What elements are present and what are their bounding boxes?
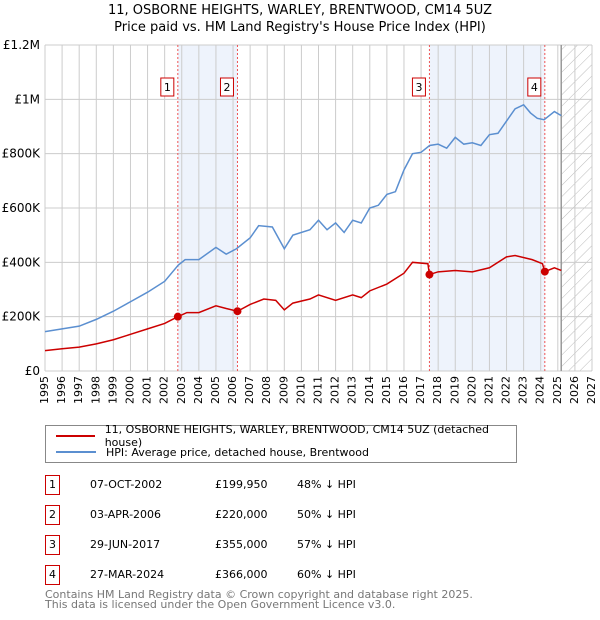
sale-price: £366,000 — [215, 568, 268, 581]
x-tick-label: 2020 — [465, 376, 478, 404]
sale-date: 03-APR-2006 — [90, 508, 162, 521]
x-tick-label: 1998 — [89, 376, 102, 404]
x-tick-label: 2023 — [517, 376, 530, 404]
sale-label: 2 — [223, 81, 230, 94]
x-tick-label: 2001 — [141, 376, 154, 404]
legend-swatch-blue — [56, 451, 96, 453]
x-tick-label: 2011 — [312, 376, 325, 404]
sale-number: 2 — [45, 505, 60, 525]
sale-point — [540, 267, 549, 276]
x-tick-label: 2012 — [329, 376, 342, 404]
sale-date: 07-OCT-2002 — [90, 478, 163, 491]
legend-swatch-red — [56, 435, 95, 437]
y-tick-label: £400K — [2, 255, 42, 269]
legend: 11, OSBORNE HEIGHTS, WARLEY, BRENTWOOD, … — [45, 423, 517, 463]
y-tick-label: £1.2M — [3, 38, 40, 52]
x-tick-label: 2000 — [123, 376, 136, 404]
sale-label: 3 — [415, 81, 422, 94]
x-tick-label: 2013 — [346, 376, 359, 404]
y-tick-label: £1M — [14, 92, 40, 106]
x-tick-label: 1997 — [72, 376, 85, 404]
x-tick-label: 2027 — [585, 376, 598, 404]
sale-point — [425, 270, 434, 279]
x-tick-label: 2008 — [260, 376, 273, 404]
sale-number: 4 — [45, 565, 60, 585]
x-tick-label: 1999 — [106, 376, 119, 404]
x-tick-label: 1996 — [55, 376, 68, 404]
x-tick-label: 2018 — [431, 376, 444, 404]
legend-label: 11, OSBORNE HEIGHTS, WARLEY, BRENTWOOD, … — [104, 423, 489, 449]
sale-number: 3 — [45, 535, 60, 555]
footer-line: Contains HM Land Registry data © Crown c… — [45, 588, 473, 601]
x-tick-label: 2002 — [158, 376, 171, 404]
x-tick-label: 1995 — [38, 376, 51, 404]
x-tick-label: 2005 — [209, 376, 222, 404]
x-tick-label: 2007 — [243, 376, 256, 404]
sale-hpi-diff: 60% ↓ HPI — [297, 568, 356, 581]
sale-label-box — [160, 77, 175, 97]
y-tick-label: £600K — [2, 201, 42, 215]
sale-date: 29-JUN-2017 — [90, 538, 161, 551]
x-tick-label: 2016 — [397, 376, 410, 404]
y-tick-label: £0 — [25, 364, 40, 378]
sale-date: 27-MAR-2024 — [90, 568, 165, 581]
legend-label: HPI: Average price, detached house, Bren… — [106, 445, 369, 459]
footer: Contains HM Land Registry data © Crown c… — [45, 588, 473, 611]
sale-label: 4 — [531, 81, 538, 94]
sale-label: 1 — [164, 81, 171, 94]
plot-area: 1995 1996 1997 1998 1999 2000 2001 2002 2003 2004… — [2, 38, 598, 404]
y-tick-label: £200K — [2, 310, 42, 324]
footer-line: This data is licensed under the Open Gov… — [45, 598, 396, 611]
x-tick-label: 2015 — [380, 376, 393, 404]
x-tick-label: 2024 — [534, 376, 547, 404]
sale-price: £199,950 — [215, 478, 268, 491]
sale-hpi-diff: 57% ↓ HPI — [297, 538, 356, 551]
sale-price: £355,000 — [215, 538, 268, 551]
x-tick-label: 2003 — [175, 376, 188, 404]
chart-title: 11, OSBORNE HEIGHTS, WARLEY, BRENTWOOD, … — [107, 3, 493, 18]
x-tick-label: 2021 — [482, 376, 495, 404]
x-tick-label: 2010 — [294, 376, 307, 404]
x-tick-label: 2009 — [277, 376, 290, 404]
x-tick-label: 2014 — [363, 376, 376, 404]
sale-number: 1 — [45, 475, 60, 495]
x-tick-label: 2006 — [226, 376, 239, 404]
sale-hpi-diff: 50% ↓ HPI — [297, 508, 356, 521]
sale-price: £220,000 — [215, 508, 268, 521]
x-tick-label: 2004 — [192, 376, 205, 404]
sale-hpi-diff: 48% ↓ HPI — [297, 478, 356, 491]
sale-label-box — [411, 77, 426, 97]
x-tick-label: 2026 — [568, 376, 581, 404]
x-tick-label: 2025 — [551, 376, 564, 404]
x-tick-label: 2022 — [500, 376, 513, 404]
x-tick-label: 2019 — [448, 376, 461, 404]
legend-item-hpi: HPI: Average price, detached house, Bren… — [56, 444, 369, 460]
sale-point — [173, 312, 182, 321]
x-tick-label: 2017 — [414, 376, 427, 404]
sale-label-box — [527, 77, 542, 97]
series-line — [44, 254, 562, 352]
y-tick-label: £800K — [2, 147, 42, 161]
chart-subtitle: Price paid vs. HM Land Registry's House … — [114, 20, 486, 35]
series-line — [44, 103, 562, 333]
legend-item-price: 11, OSBORNE HEIGHTS, WARLEY, BRENTWOOD, … — [56, 423, 516, 449]
sale-point — [233, 307, 242, 316]
sale-label-box — [219, 77, 234, 97]
